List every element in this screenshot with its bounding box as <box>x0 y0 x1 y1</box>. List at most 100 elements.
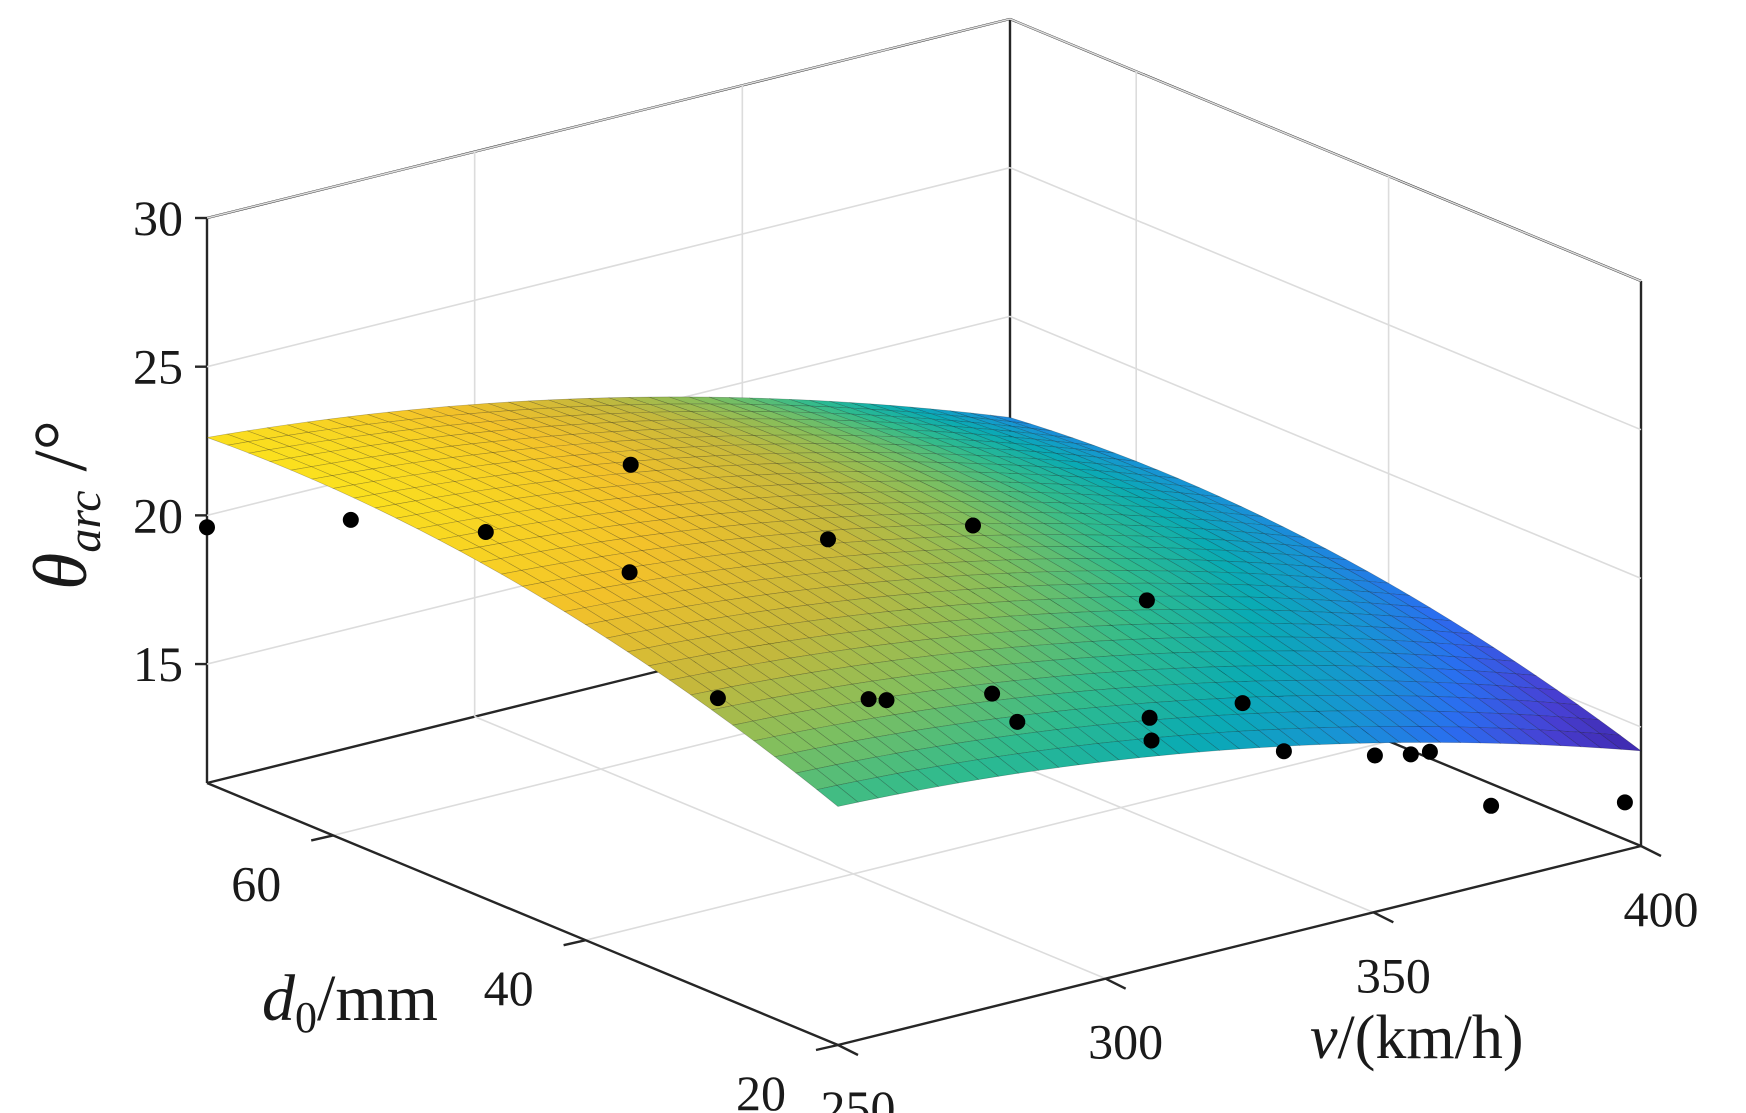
surface-patch <box>516 508 560 523</box>
surface-patch <box>1186 559 1229 573</box>
grid-z-back-right <box>1009 166 1642 431</box>
surface-patch <box>1131 638 1175 655</box>
y-tick-label: 20 <box>736 1065 786 1113</box>
surface-patch <box>592 431 634 442</box>
surface-patch <box>635 459 677 471</box>
surface-patch <box>1084 546 1128 559</box>
surface-patch <box>532 446 575 458</box>
surface-patch <box>551 434 594 445</box>
surface-patch <box>1458 726 1502 744</box>
surface-patch <box>875 753 919 774</box>
fitted-surface <box>205 396 1643 807</box>
surface-patch <box>1291 623 1335 639</box>
data-point <box>984 685 1001 702</box>
surface-patch <box>1391 615 1433 631</box>
z-tick-label: 30 <box>133 190 183 246</box>
surface-patch <box>1394 666 1438 683</box>
surface-patch <box>573 464 618 477</box>
surface-patch <box>936 762 980 784</box>
surface-patch <box>1077 468 1120 481</box>
surface-patch <box>781 532 825 547</box>
surface-patch <box>947 603 991 620</box>
surface-patch <box>1224 530 1266 544</box>
surface-patch <box>532 456 577 469</box>
surface-patch <box>609 404 651 414</box>
data-point <box>622 456 639 473</box>
surface-patch <box>289 454 333 467</box>
surface-patch <box>1267 563 1309 577</box>
surface-patch <box>328 426 370 438</box>
surface-patch <box>388 419 430 430</box>
surface-patch <box>772 712 815 733</box>
surface-patch <box>287 421 329 433</box>
surface-patch <box>478 543 522 559</box>
surface-patch <box>794 443 837 453</box>
axis-ticks: 15 20 25 30 20 40 60 250 300 350 400 <box>133 190 1699 1113</box>
surface-patch <box>570 414 612 424</box>
surface-patch <box>574 475 619 489</box>
surface-patch <box>476 514 520 530</box>
surface-patch <box>762 547 806 563</box>
surface-patch <box>958 471 1000 483</box>
data-point <box>342 511 359 528</box>
surface-patch <box>929 636 973 654</box>
z-axis-label: θarc /° <box>19 420 111 590</box>
surface-patch <box>1217 731 1261 750</box>
surface-patch <box>351 468 395 482</box>
surface-patch <box>1052 658 1096 676</box>
data-point <box>965 517 981 534</box>
x-tick-label: 300 <box>1088 1014 1163 1070</box>
surface-patch <box>871 677 915 697</box>
surface-patch <box>311 475 355 489</box>
y-tick-label: 60 <box>231 855 281 911</box>
data-point <box>1143 732 1160 749</box>
surface-patch <box>1187 583 1232 597</box>
data-point <box>1138 592 1155 609</box>
surface-patch <box>900 513 945 526</box>
y-tick <box>563 939 586 947</box>
data-point <box>1402 746 1419 763</box>
surface-patch <box>751 697 794 718</box>
x-tick-label: 400 <box>1624 881 1699 937</box>
surface-patch <box>1478 727 1522 745</box>
surface-patch <box>752 716 795 737</box>
surface-patch <box>447 404 490 415</box>
surface-patch <box>696 477 740 490</box>
data-point <box>1616 794 1633 811</box>
surface-patch <box>923 549 968 564</box>
surface-patch <box>930 413 972 423</box>
x-axis-label: v/(km/h) <box>1310 1004 1524 1072</box>
surface-patch <box>855 443 897 454</box>
surface-patch <box>903 550 947 565</box>
surface-patch <box>1454 669 1498 686</box>
surface-patch <box>1073 673 1117 691</box>
surface-patch <box>1116 458 1158 471</box>
surface-patch <box>559 544 603 561</box>
data-point <box>878 692 895 709</box>
surface-patch <box>1538 729 1582 748</box>
surface-patch <box>636 481 680 495</box>
front-edge-y-axis <box>206 781 839 1047</box>
surface-patch <box>809 651 853 670</box>
surface-patch <box>848 629 892 647</box>
surface-patch <box>1315 679 1359 696</box>
surface-patch <box>1142 515 1185 529</box>
surface-patch <box>705 599 749 617</box>
surface-patch <box>1277 728 1321 746</box>
y-tick <box>815 1043 839 1052</box>
surface-patch <box>969 617 1012 634</box>
surface-patch <box>499 554 543 571</box>
surface-patch <box>756 463 798 475</box>
x-tick <box>1372 911 1394 924</box>
surface-patch <box>519 551 563 567</box>
surface-patch <box>1598 733 1643 752</box>
surface-patch <box>1151 637 1195 654</box>
surface-patch <box>1152 652 1196 669</box>
surface-patch <box>869 403 911 413</box>
z-tick-label: 15 <box>133 636 183 692</box>
data-point <box>709 690 726 707</box>
surface-patch <box>842 540 886 555</box>
surface-patch <box>479 558 523 575</box>
surface-patch <box>729 664 772 684</box>
